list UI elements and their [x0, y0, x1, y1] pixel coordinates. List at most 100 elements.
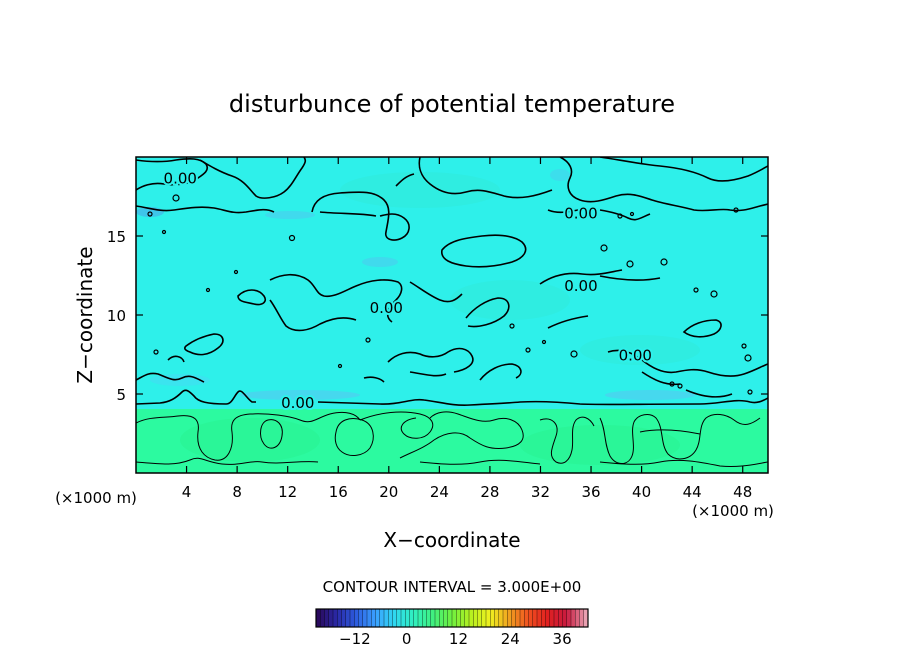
- contour-specks: [147, 194, 753, 395]
- colorbar-cell: [345, 609, 351, 627]
- colorbar-tick-label: 24: [501, 630, 520, 648]
- colorbar-cell: [384, 609, 389, 627]
- colorbar-cell: [498, 609, 504, 627]
- colorbar-cell: [532, 609, 538, 627]
- colorbar-cell: [333, 609, 338, 627]
- colorbar-cell: [350, 609, 355, 627]
- colorbar-cell: [452, 609, 457, 627]
- colorbar-cell: [562, 609, 568, 627]
- x-axis-ticks: 4 8 12 16 20 24 28 32 36 40 44 48: [182, 157, 752, 501]
- contour-label: 0.00: [564, 277, 597, 295]
- x-tick-label: 36: [581, 483, 600, 501]
- colorbar-cell: [579, 609, 585, 627]
- x-tick-label: 12: [278, 483, 297, 501]
- colorbar-cell: [575, 609, 580, 627]
- colorbar-cell: [362, 609, 368, 627]
- x-tick-label: 20: [379, 483, 398, 501]
- x-axis-label: X−coordinate: [383, 528, 520, 552]
- colorbar-cell: [447, 609, 453, 627]
- x-tick-label: 44: [683, 483, 702, 501]
- colorbar-frame: [315, 608, 589, 628]
- colorbar-cell: [477, 609, 483, 627]
- x-axis-unit-left: (×1000 m): [55, 489, 137, 507]
- colorbar-cell: [388, 609, 393, 627]
- contour-label: 0.00: [564, 204, 597, 222]
- x-tick-label: 48: [733, 483, 752, 501]
- colorbar-cell: [507, 609, 512, 627]
- colorbar-cell: [316, 609, 321, 627]
- contour-interval-text: CONTOUR INTERVAL = 3.000E+00: [323, 578, 582, 596]
- colorbar-cell: [358, 609, 364, 627]
- colorbar-cell: [320, 609, 325, 627]
- y-tick-label: 5: [116, 386, 126, 404]
- colorbar-tick-label: −12: [339, 630, 371, 648]
- colorbar-cell: [549, 609, 555, 627]
- y-axis-label: Z−coordinate: [73, 246, 97, 383]
- colorbar-cell: [418, 609, 423, 627]
- colorbar-cell: [405, 609, 410, 627]
- colorbar-cell: [367, 609, 372, 627]
- colorbar-cell: [537, 609, 542, 627]
- colorbar-cell: [571, 609, 576, 627]
- colorbar-cell: [430, 609, 436, 627]
- contour-label: 0.00: [619, 347, 652, 365]
- x-tick-label: 28: [480, 483, 499, 501]
- colorbar-tick-label: 0: [402, 630, 412, 648]
- colorbar-cell: [541, 609, 546, 627]
- colorbar: [315, 608, 589, 628]
- colorbar-cell: [558, 609, 563, 627]
- colorbar-cell: [337, 609, 342, 627]
- contour-label: 0.00: [281, 394, 314, 412]
- colorbar-cell: [515, 609, 521, 627]
- y-tick-label: 10: [107, 307, 126, 325]
- colorbar-cell: [464, 609, 470, 627]
- x-tick-label: 8: [232, 483, 242, 501]
- colorbar-cell: [413, 609, 419, 627]
- x-tick-label: 4: [182, 483, 192, 501]
- x-axis-unit-right: (×1000 m): [692, 502, 774, 520]
- upper-layer-field: [136, 157, 768, 409]
- colorbar-cell: [435, 609, 440, 627]
- plot-area: 0.00 0.00 0.00 0.00 0.00 0.00: [135, 156, 769, 474]
- colorbar-cell: [422, 609, 427, 627]
- x-tick-label: 40: [632, 483, 651, 501]
- colorbar-cell: [375, 609, 381, 627]
- colorbar-cell: [486, 609, 491, 627]
- colorbar-cell: [341, 609, 347, 627]
- colorbar-cell: [324, 609, 330, 627]
- colorbar-cell: [490, 609, 495, 627]
- contour-lines-zero: [136, 157, 768, 406]
- colorbar-cell: [511, 609, 517, 627]
- colorbar-cell: [456, 609, 461, 627]
- colorbar-cell: [494, 609, 500, 627]
- colorbar-cell: [473, 609, 478, 627]
- colorbar-cell: [401, 609, 406, 627]
- colorbar-cell: [409, 609, 415, 627]
- colorbar-tick-label: 36: [553, 630, 572, 648]
- colorbar-cell: [524, 609, 529, 627]
- colorbar-cell: [583, 609, 589, 627]
- contour-label: 0.00: [370, 299, 403, 317]
- field-variation: [136, 169, 700, 465]
- x-tick-label: 32: [531, 483, 550, 501]
- colorbar-cell: [392, 609, 398, 627]
- colorbar-cell: [354, 609, 359, 627]
- x-tick-label: 24: [430, 483, 449, 501]
- chart-title: disturbunce of potential temperature: [229, 90, 675, 118]
- colorbar-cell: [554, 609, 559, 627]
- colorbar-cell: [566, 609, 572, 627]
- colorbar-cell: [379, 609, 385, 627]
- colorbar-cell: [503, 609, 508, 627]
- colorbar-cell: [371, 609, 376, 627]
- colorbar-cell: [396, 609, 402, 627]
- contour-lines-thin: [136, 411, 768, 467]
- colorbar-cell: [426, 609, 432, 627]
- colorbar-cell: [460, 609, 466, 627]
- colorbar-cell: [469, 609, 474, 627]
- colorbar-cell: [481, 609, 487, 627]
- y-tick-label: 15: [107, 228, 126, 246]
- colorbar-cell: [443, 609, 449, 627]
- contour-label: 0.00: [164, 170, 197, 188]
- colorbar-cell: [545, 609, 551, 627]
